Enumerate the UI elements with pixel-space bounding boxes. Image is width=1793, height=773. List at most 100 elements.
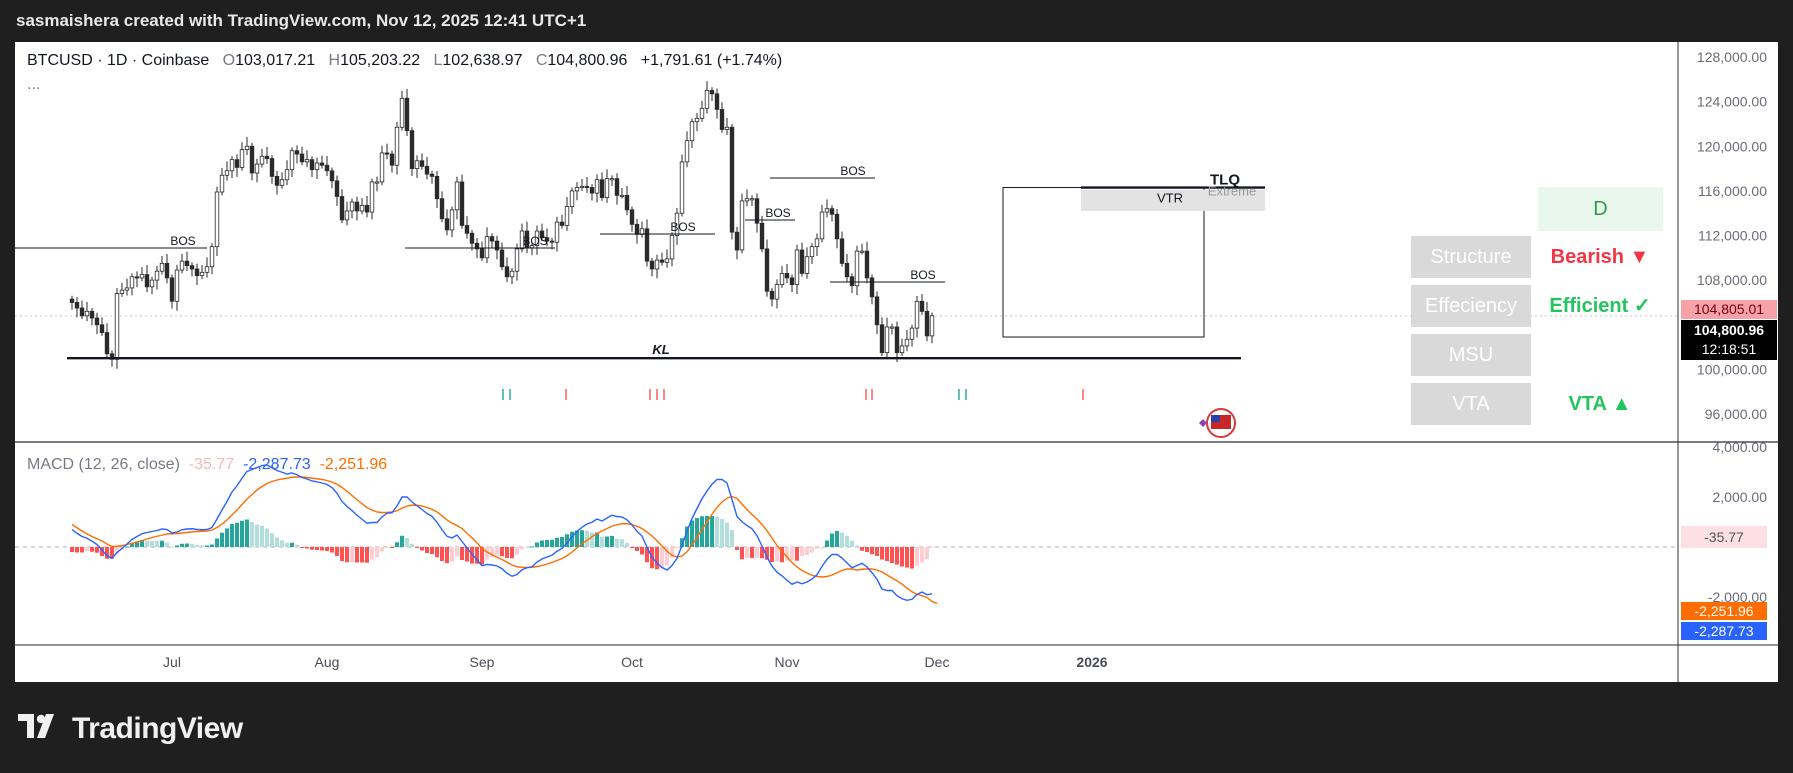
candle-body [679,161,685,214]
candle-body [84,310,90,317]
macd-hist-bar [435,547,439,558]
macd-hist-bar [685,526,689,547]
candle-body [599,179,605,198]
candle-body [574,187,580,192]
macd-hist-bar [145,540,149,547]
macd-hist-bar [485,547,489,560]
chart-frame[interactable]: BOS BOS BOS BOS BOS BOS KL TLQ VTR Extreme 128,00… [15,42,1778,682]
candle-body [804,256,810,274]
macd-hist-bar [915,547,919,566]
candle-body [174,269,180,302]
macd-tick-label: 2,000.00 [1713,489,1768,505]
macd-hist-bar [755,547,759,558]
candle-body [439,198,445,220]
macd-hist-bar [225,528,229,547]
macd-histogram [70,516,934,570]
candle-body [914,300,920,329]
candle-body [394,126,400,166]
candle-body [124,287,130,291]
low-label: L [433,52,443,69]
macd-hist-bar [925,547,929,560]
macd-hist-bar [600,536,604,547]
macd-hist-bar [495,547,499,556]
candle-body [644,228,650,262]
macd-hist-bar [575,530,579,547]
macd-hist-bar [490,547,494,558]
macd-hist-bar [890,547,894,563]
candle-body [284,169,290,181]
macd-hist-bar [700,516,704,547]
macd-hist-bar [790,547,794,561]
candle-body [404,97,410,132]
macd-hist-bar [245,519,249,547]
macd-hist-bar [900,547,904,567]
candle-body [339,196,345,221]
macd-hist-bar [775,547,779,562]
macd-hist-bar [675,547,679,549]
macd-hist-bar [770,547,774,562]
bos-label: BOS [670,220,695,234]
macd-hist-bar [370,547,374,560]
macd-hist-bar [460,547,464,560]
macd-hist-bar [780,547,784,563]
time-tick-label: Oct [621,654,643,670]
macd-hist-bar [845,536,849,547]
macd-hist-bar [450,547,454,562]
candle-body [164,262,170,279]
candle-body [809,246,815,258]
change-value: +1,791.61 (+1.74%) [640,52,783,69]
macd-hist-bar [705,516,709,547]
macd-hist-bar [170,546,174,548]
candle-body [834,213,840,240]
footer-brand: TradingView [72,712,243,745]
candle-body [249,145,255,174]
macd-hist-bar [480,547,484,565]
macd-hist-bar [300,547,304,548]
candle-body [884,326,890,354]
candle-body [879,324,885,354]
candle-body [714,93,720,110]
candle-body [114,293,120,360]
candle-body [134,276,140,279]
macd-hist-bar [365,547,369,563]
macd-hist-bar [260,526,264,547]
chart-canvas[interactable]: BOS BOS BOS BOS BOS BOS KL TLQ VTR Extreme 128,00… [15,42,1778,682]
candle-body [709,90,715,95]
structure-value: Bearish ▼ [1550,246,1650,268]
macd-hist-bar [620,539,624,547]
macd-hist-bar [230,524,234,547]
candle-body [204,266,210,273]
macd-hist-bar [715,516,719,547]
candle-body [744,198,750,202]
more-button[interactable]: ... [27,76,41,93]
macd-hist-bar [835,531,839,547]
macd-hist-bar [930,547,934,548]
candle-body [269,158,275,177]
macd-hist-bar [150,541,154,547]
candle-body [584,186,590,189]
candle-body [759,222,765,250]
macd-label[interactable]: MACD (12, 26, close) [27,456,180,473]
candle-body [244,145,250,150]
macd-hist-bar [270,533,274,547]
macd-hist-value: -35.77 [188,456,235,473]
candle-body [674,212,680,236]
flag-canton [1211,415,1220,422]
macd-legend[interactable]: MACD (12, 26, close) -35.77 -2,287.73 -2… [27,456,387,474]
macd-line-value: -2,287.73 [243,456,311,473]
symbol-title[interactable]: BTCUSD · 1D · Coinbase [27,52,210,69]
macd-hist-bar [605,536,609,547]
macd-hist-bar [295,544,299,547]
candle-body [99,324,105,333]
macd-hist-bar [360,547,364,563]
macd-hist-bar [850,540,854,547]
candle-body [449,209,455,231]
open-value: 103,017.21 [235,52,316,69]
candle-body [889,326,895,329]
candle-body [899,345,905,354]
macd-hist-bar [185,543,189,547]
symbol-legend[interactable]: BTCUSD · 1D · Coinbase O103,017.21 H105,… [27,52,782,70]
candle-body [829,208,835,215]
candle-body [909,327,915,340]
macd-hist-bar [395,542,399,547]
